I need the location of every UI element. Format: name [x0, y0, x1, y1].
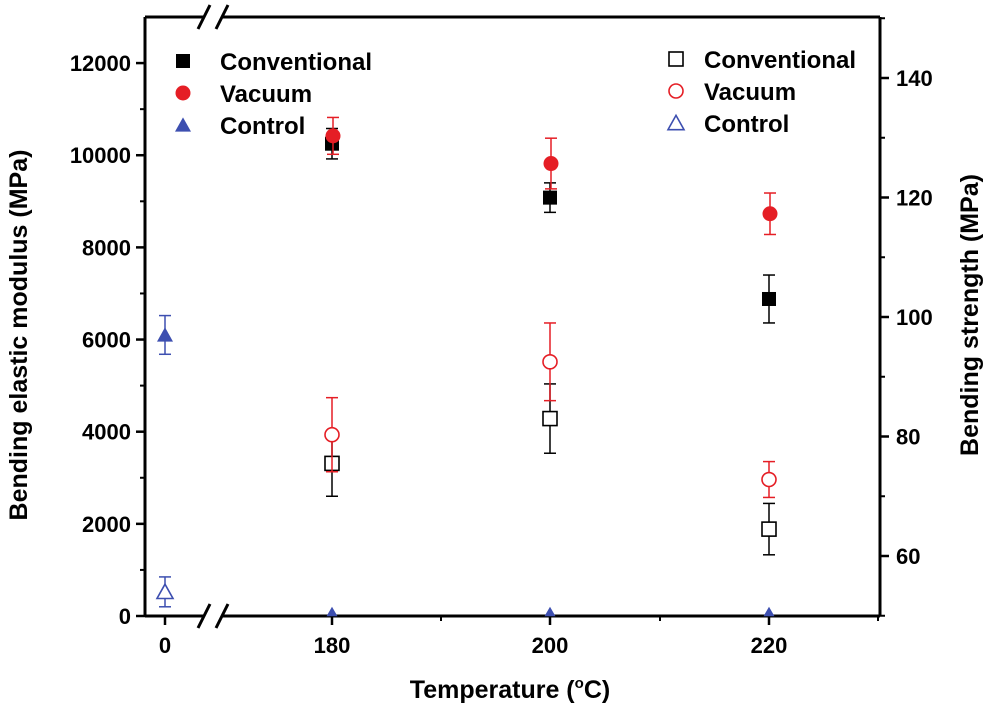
- legend-label: Vacuum: [704, 79, 796, 106]
- right-tick-label: 100: [896, 305, 933, 330]
- legend-marker: [666, 113, 686, 131]
- legend-label: Control: [704, 111, 789, 138]
- right-tick-label: 120: [896, 186, 933, 211]
- x-tick-label: 200: [532, 633, 569, 658]
- top-axis-break-1: [196, 4, 212, 30]
- legend-marker: [175, 117, 191, 132]
- data-point: [542, 410, 558, 427]
- data-point: [762, 206, 778, 222]
- legend-label: Conventional: [220, 49, 372, 76]
- legend-marker: [176, 54, 190, 68]
- legend-marker: [668, 51, 684, 67]
- data-point: [762, 291, 776, 306]
- data-point: [326, 606, 338, 617]
- data-point: [761, 521, 777, 537]
- data-point: [542, 354, 558, 370]
- data-point: [761, 471, 777, 488]
- bottom-axis-break-1: [196, 603, 212, 629]
- right-tick-label: 80: [896, 425, 920, 450]
- left-tick-label: 2000: [82, 512, 131, 537]
- left-tick-label: 8000: [82, 235, 131, 260]
- data-point: [543, 190, 557, 205]
- data-point: [324, 426, 340, 443]
- x-tick-label: 180: [314, 633, 351, 658]
- x-tick-label: 220: [751, 633, 788, 658]
- left-tick-label: 12000: [70, 51, 131, 76]
- x-tick-label: 0: [159, 633, 171, 658]
- data-point: [155, 582, 175, 600]
- legend-marker: [668, 83, 684, 99]
- top-axis-break-2: [214, 4, 230, 30]
- legend-left: Conventional Vacuum Control: [175, 49, 372, 140]
- left-tick-label: 6000: [82, 328, 131, 353]
- legend-label: Conventional: [704, 47, 856, 74]
- data-points: [155, 116, 778, 617]
- x-ticks: 0 180 200 220: [159, 616, 879, 658]
- left-tick-label: 10000: [70, 143, 131, 168]
- data-point: [763, 606, 775, 617]
- left-tick-label: 4000: [82, 420, 131, 445]
- legend-label: Vacuum: [220, 81, 312, 108]
- left-tick-label: 0: [119, 604, 131, 629]
- left-y-ticks: 0 2000 4000 6000 8000 10000 12000: [70, 51, 145, 629]
- data-point: [543, 156, 559, 172]
- legend-marker: [175, 85, 191, 101]
- right-tick-label: 60: [896, 544, 920, 569]
- x-axis-title: Temperature (oC): [410, 675, 610, 704]
- right-y-ticks: 60 80 100 120 140: [880, 17, 933, 617]
- data-point: [544, 606, 556, 617]
- data-point: [157, 327, 173, 342]
- right-tick-label: 140: [896, 66, 933, 91]
- left-y-axis-title: Bending elastic modulus (MPa): [5, 150, 33, 521]
- data-point: [325, 128, 341, 144]
- legend-label: Control: [220, 113, 305, 140]
- bottom-axis-break-2: [214, 603, 230, 629]
- legend-right: Conventional Vacuum Control: [666, 47, 856, 138]
- right-y-axis-title: Bending strength (MPa): [956, 174, 984, 456]
